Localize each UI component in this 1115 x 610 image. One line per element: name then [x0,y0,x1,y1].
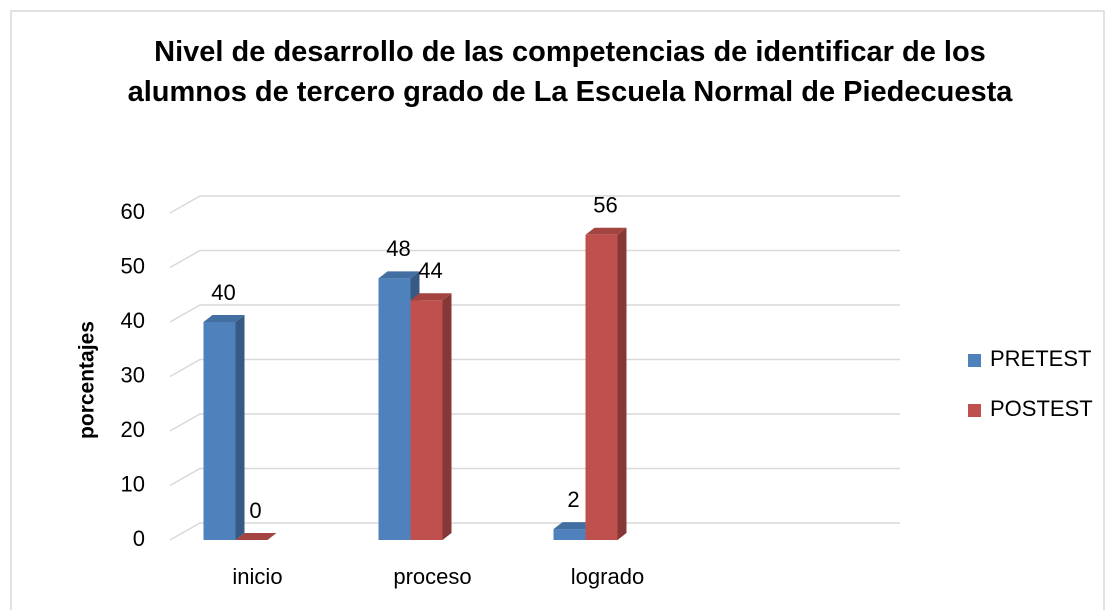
legend-swatch [968,354,981,367]
bar-front [553,529,586,540]
y-tick-label: 50 [121,253,145,278]
data-label: 56 [593,193,617,218]
bar [203,315,245,540]
chart-frame [10,10,1105,610]
bar-top [553,522,595,530]
bar-side [235,315,245,540]
chart-title: Nivel de desarrollo de las competencias … [127,36,1013,108]
y-tick-label: 0 [133,526,145,551]
data-label: 48 [386,236,410,261]
bar-side [442,293,452,540]
grid-line [169,413,900,432]
bar-front [585,234,618,541]
legend-swatch [968,404,981,417]
data-label: 2 [567,487,579,512]
bar-front [410,300,443,540]
bar-top [378,271,420,279]
bar [235,533,277,540]
bar-side [617,227,627,541]
bar-top [235,533,277,540]
grid-line [169,249,900,269]
y-axis-label: porcentajes [76,321,99,439]
data-label: 40 [211,280,235,305]
grid-line [169,304,900,323]
x-tick-label: logrado [571,564,644,589]
y-tick-label: 30 [121,362,145,387]
grid-line [169,522,900,541]
grid-line [169,195,900,214]
bar-front [378,278,411,540]
x-tick-label: inicio [232,564,282,589]
y-tick-label: 40 [121,308,145,333]
bar-front [203,322,236,540]
data-label: 0 [249,498,261,523]
legend-label: PRETEST [990,346,1091,371]
y-tick-label: 20 [121,417,145,442]
y-tick-label: 10 [121,471,145,496]
x-tick-label: proceso [393,564,471,589]
y-tick-label: 60 [121,199,145,224]
grid-line [169,467,900,487]
data-label: 44 [418,258,442,283]
bar-top [410,293,452,301]
bar-top [203,315,245,322]
legend-label: POSTEST [990,396,1093,421]
bar [410,293,452,540]
grid-line [169,358,900,378]
bar [585,227,627,541]
bar-top [585,227,627,235]
